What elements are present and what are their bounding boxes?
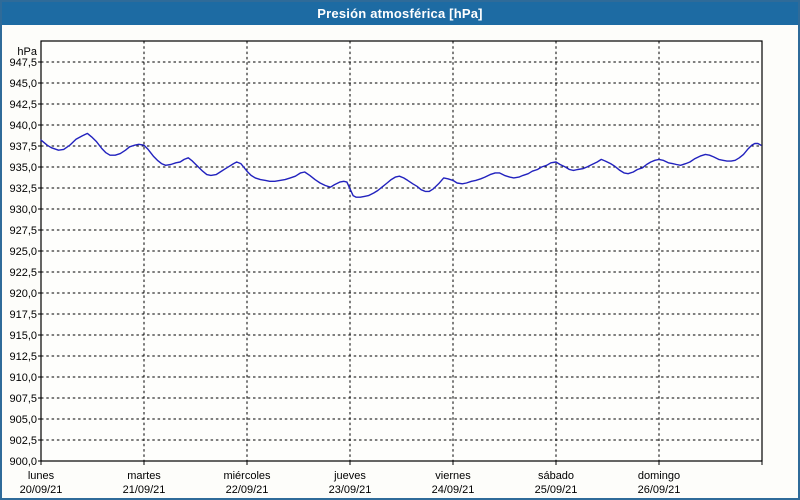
y-tick-label: 902,5 — [9, 435, 37, 447]
y-tick-label: 922,5 — [9, 267, 37, 279]
x-date-label: 26/09/21 — [638, 484, 681, 496]
y-tick-label: 912,5 — [9, 351, 37, 363]
y-tick-label: 930,0 — [9, 204, 37, 216]
y-tick-label: 920,0 — [9, 288, 37, 300]
y-tick-label: 910,0 — [9, 372, 37, 384]
y-tick-label: 947,5 — [9, 57, 37, 69]
y-tick-label: 940,0 — [9, 120, 37, 132]
x-date-label: 22/09/21 — [226, 484, 269, 496]
chart-title-bar: Presión atmosférica [hPa] — [2, 2, 798, 25]
y-tick-label: 945,0 — [9, 78, 37, 90]
x-day-label: sábado — [538, 470, 574, 482]
y-tick-label: 905,0 — [9, 414, 37, 426]
y-tick-label: 937,5 — [9, 141, 37, 153]
y-tick-label: 927,5 — [9, 225, 37, 237]
pressure-chart: 947,5 945,0 942,5 940,0 937,5 935,0 932,5 930,0… — [9, 40, 763, 496]
x-date-label: 20/09/21 — [20, 484, 63, 496]
y-tick-label: 942,5 — [9, 99, 37, 111]
plot-frame — [40, 40, 763, 462]
y-axis-unit-label: hPa — [17, 46, 37, 58]
x-date-label: 21/09/21 — [123, 484, 166, 496]
x-date-label: 25/09/21 — [535, 484, 578, 496]
y-tick-label: 935,0 — [9, 162, 37, 174]
x-day-label: jueves — [333, 470, 366, 482]
x-day-label: miércoles — [223, 470, 271, 482]
y-tick-label: 907,5 — [9, 393, 37, 405]
x-day-label: viernes — [435, 470, 471, 482]
x-date-label: 23/09/21 — [329, 484, 372, 496]
y-tick-label: 925,0 — [9, 246, 37, 258]
pressure-line — [40, 132, 762, 198]
x-day-label: domingo — [638, 470, 680, 482]
chart-title: Presión atmosférica [hPa] — [317, 6, 483, 21]
y-tick-label: 915,0 — [9, 330, 37, 342]
x-date-label: 24/09/21 — [432, 484, 475, 496]
y-tick-label: 917,5 — [9, 309, 37, 321]
x-day-label: lunes — [28, 470, 55, 482]
y-tick-label: 900,0 — [9, 456, 37, 468]
y-tick-label: 932,5 — [9, 183, 37, 195]
x-day-label: martes — [127, 470, 161, 482]
